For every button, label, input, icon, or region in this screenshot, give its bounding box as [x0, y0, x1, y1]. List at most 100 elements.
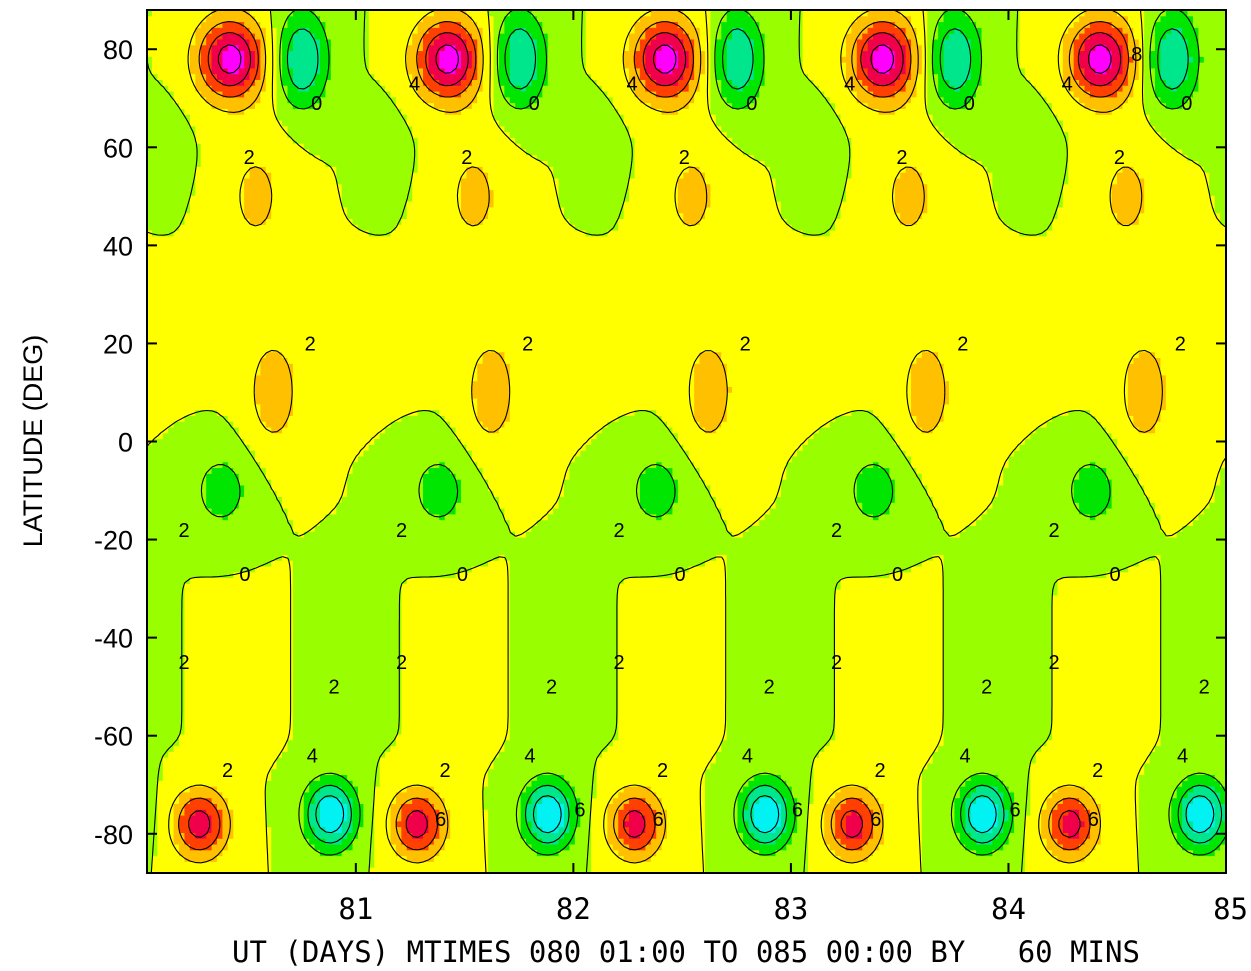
contour-fill-cell: [1079, 797, 1097, 804]
contour-fill-cell: [395, 102, 435, 109]
contour-fill-cell: [948, 380, 1129, 387]
contour-fill-cell: [911, 55, 923, 63]
contour-fill-cell: [1079, 501, 1113, 509]
contour-fill-cell: [147, 409, 197, 416]
contour-fill-cell: [726, 669, 837, 677]
contour-fill-cell: [683, 443, 804, 451]
contour-fill-cell: [498, 426, 603, 434]
contour-fill-cell: [271, 849, 322, 857]
contour-fill-cell: [211, 67, 229, 75]
contour-fill-cell: [921, 866, 1026, 873]
contour-fill-cell: [488, 774, 538, 781]
contour-fill-cell: [607, 745, 723, 752]
contour-fill-cell: [477, 21, 495, 28]
contour-fill-cell: [824, 808, 837, 816]
contour-fill-cell: [189, 826, 213, 833]
contour-fill-cell: [623, 200, 679, 208]
contour-fill-cell: [482, 165, 555, 173]
contour-fill-cell: [856, 490, 896, 498]
contour-fill-cell: [845, 189, 896, 196]
contour-fill-cell: [829, 739, 945, 747]
contour-fill-cell: [460, 189, 495, 196]
contour-fill-cell: [726, 553, 934, 561]
contour-fill-cell: [927, 79, 940, 86]
contour-fill-cell: [1165, 10, 1189, 17]
contour-fill-cell: [488, 768, 598, 776]
contour-fill-cell: [911, 362, 945, 370]
contour-fill-cell: [147, 96, 175, 104]
contour-fill-cell: [1111, 183, 1146, 191]
contour-fill-cell: [569, 803, 582, 810]
contour-fill-cell: [591, 860, 706, 868]
contour-fill-cell: [200, 160, 327, 167]
contour-fill-cell: [851, 165, 907, 173]
contour-fill-cell: [1003, 218, 1053, 225]
contour-fill-cell: [780, 206, 842, 214]
contour-fill-cell: [878, 67, 891, 75]
contour-fill-cell: [412, 189, 462, 196]
contour-fill-cell: [759, 90, 826, 98]
contour-fill-cell: [282, 426, 387, 434]
contour-fill-cell: [618, 849, 658, 857]
contour-fill-cell: [564, 478, 641, 486]
contour-fill-cell: [704, 774, 755, 781]
contour-fill-cell: [905, 55, 913, 63]
contour-fill-cell: [325, 826, 343, 833]
contour-fill-cell: [970, 50, 983, 57]
contour-fill-cell: [1117, 171, 1140, 179]
contour-fill-cell: [1030, 779, 1140, 787]
contour-fill-cell: [748, 10, 804, 17]
contour-fill-cell: [569, 826, 576, 833]
contour-fill-cell: [287, 507, 338, 515]
contour-label: 0: [892, 564, 903, 586]
contour-fill-cell: [1073, 38, 1086, 46]
contour-fill-cell: [244, 32, 256, 40]
contour-label: 2: [831, 652, 842, 674]
contour-fill-cell: [184, 837, 218, 845]
contour-fill-cell: [1046, 96, 1081, 104]
contour-fill-cell: [677, 478, 706, 486]
contour-fill-cell: [244, 21, 262, 28]
contour-label: 2: [1175, 333, 1186, 355]
contour-fill-cell: [1198, 44, 1226, 52]
contour-fill-cell: [618, 646, 728, 654]
contour-fill-cell: [536, 154, 636, 162]
contour-fill-cell: [835, 218, 902, 225]
contour-fill-cell: [618, 704, 728, 712]
contour-fill-cell: [1111, 107, 1146, 115]
contour-fill-cell: [189, 843, 213, 851]
contour-fill-cell: [1198, 32, 1226, 40]
contour-fill-cell: [612, 797, 631, 804]
contour-fill-cell: [943, 368, 1129, 376]
contour-fill-cell: [1095, 414, 1135, 422]
contour-fill-cell: [618, 594, 728, 602]
contour-fill-cell: [916, 79, 929, 86]
contour-fill-cell: [1187, 803, 1216, 810]
contour-fill-cell: [1068, 409, 1091, 416]
contour-fill-cell: [623, 212, 685, 220]
contour-fill-cell: [147, 472, 208, 480]
contour-fill-cell: [147, 704, 186, 712]
contour-fill-cell: [916, 414, 945, 422]
contour-fill-cell: [347, 206, 408, 214]
contour-fill-cell: [244, 194, 273, 202]
contour-fill-cell: [282, 119, 408, 127]
contour-fill-cell: [894, 21, 913, 28]
contour-fill-cell: [271, 189, 343, 196]
contour-fill-cell: [694, 73, 701, 80]
contour-fill-cell: [147, 803, 159, 810]
contour-fill-cell: [634, 148, 744, 156]
contour-fill-cell: [775, 785, 793, 793]
x-tick-label: 85: [1213, 892, 1248, 926]
contour-fill-cell: [509, 582, 620, 590]
contour-fill-cell: [835, 107, 880, 115]
contour-fill-cell: [147, 467, 213, 474]
contour-fill-cell: [493, 107, 620, 115]
contour-fill-cell: [374, 808, 392, 816]
contour-fill-cell: [835, 617, 945, 625]
contour-fill-cell: [1024, 438, 1119, 445]
contour-label: 6: [792, 799, 803, 821]
contour-fill-cell: [775, 797, 788, 804]
contour-fill-cell: [661, 67, 674, 75]
contour-fill-cell: [493, 490, 566, 498]
